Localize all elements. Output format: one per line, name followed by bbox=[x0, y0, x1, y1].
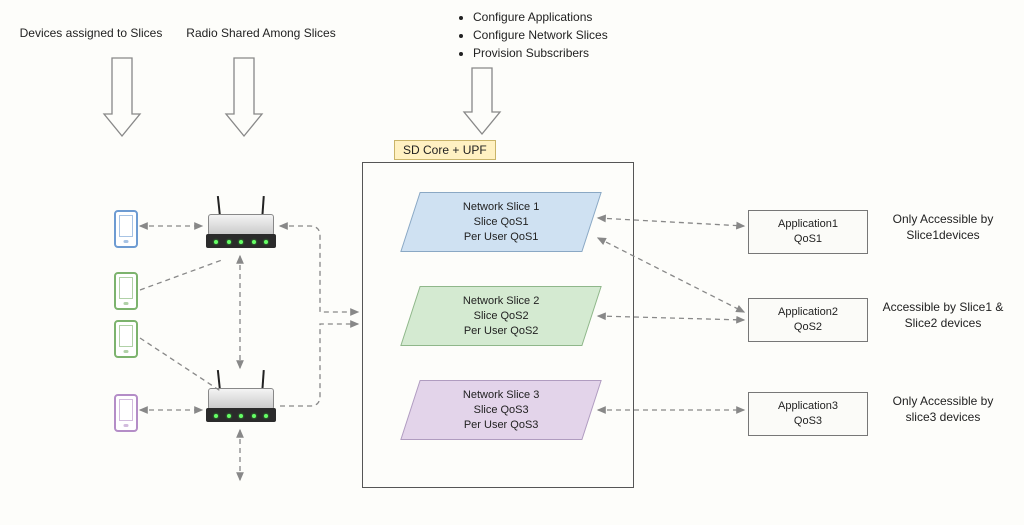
app-note-2: Accessible by Slice1 & Slice2 devices bbox=[873, 300, 1013, 331]
slice-line: Slice QoS2 bbox=[463, 309, 539, 324]
app-name: Application2 bbox=[753, 305, 863, 320]
slice-line: Network Slice 1 bbox=[463, 200, 539, 215]
slice-line: Network Slice 2 bbox=[463, 294, 539, 309]
slice-line: Per User QoS3 bbox=[463, 417, 539, 432]
application-1: Application1 QoS1 bbox=[748, 210, 868, 254]
slice-line: Slice QoS1 bbox=[463, 215, 539, 230]
device-phone-3 bbox=[114, 320, 138, 358]
bullet-item: Provision Subscribers bbox=[473, 44, 608, 62]
router-1 bbox=[206, 198, 276, 248]
network-slice-3: Network Slice 3 Slice QoS3 Per User QoS3 bbox=[400, 380, 601, 440]
header-devices: Devices assigned to Slices bbox=[16, 26, 166, 42]
app-qos: QoS2 bbox=[753, 320, 863, 335]
network-slice-1: Network Slice 1 Slice QoS1 Per User QoS1 bbox=[400, 192, 601, 252]
bullet-item: Configure Network Slices bbox=[473, 26, 608, 44]
network-slice-2: Network Slice 2 Slice QoS2 Per User QoS2 bbox=[400, 286, 601, 346]
application-2: Application2 QoS2 bbox=[748, 298, 868, 342]
application-3: Application3 QoS3 bbox=[748, 392, 868, 436]
slice-line: Per User QoS1 bbox=[463, 229, 539, 244]
core-title-tag: SD Core + UPF bbox=[394, 140, 496, 160]
app-name: Application3 bbox=[753, 399, 863, 414]
slice-line: Per User QoS2 bbox=[463, 323, 539, 338]
header-radio: Radio Shared Among Slices bbox=[176, 26, 346, 42]
config-bullets: Configure Applications Configure Network… bbox=[455, 8, 608, 62]
device-phone-4 bbox=[114, 394, 138, 432]
app-name: Application1 bbox=[753, 217, 863, 232]
app-note-3: Only Accessible by slice3 devices bbox=[873, 394, 1013, 425]
app-qos: QoS3 bbox=[753, 414, 863, 429]
bullet-item: Configure Applications bbox=[473, 8, 608, 26]
slice-line: Slice QoS3 bbox=[463, 403, 539, 418]
router-2 bbox=[206, 372, 276, 422]
device-phone-1 bbox=[114, 210, 138, 248]
slice-line: Network Slice 3 bbox=[463, 388, 539, 403]
device-phone-2 bbox=[114, 272, 138, 310]
app-note-1: Only Accessible by Slice1devices bbox=[873, 212, 1013, 243]
app-qos: QoS1 bbox=[753, 232, 863, 247]
